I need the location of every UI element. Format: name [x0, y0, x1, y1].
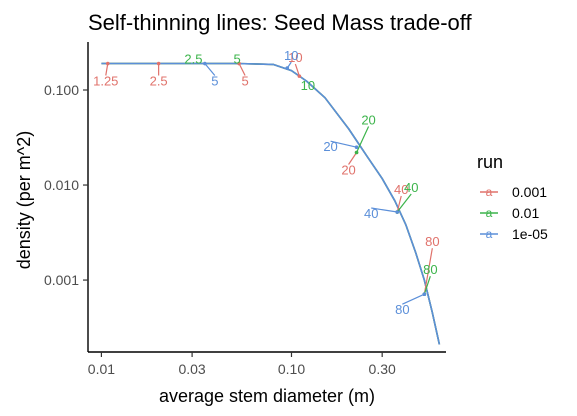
- point-label: 1.25: [93, 74, 118, 89]
- point-label: 20: [361, 112, 375, 127]
- point-label: 2.5: [150, 74, 168, 89]
- label-arrow-head: [422, 292, 427, 297]
- legend-key-glyph: a: [486, 227, 493, 241]
- plot-area: 1.25 2.5 5 10 20 40 80 2.5 5 10 20 40 80 5 10 20 40 80 0.…: [44, 42, 446, 377]
- point-label: 10: [288, 50, 302, 65]
- point-label: 5: [211, 74, 218, 89]
- label-arrow-head: [237, 61, 241, 66]
- label-arrow: [396, 193, 412, 213]
- label-arrow-head: [297, 74, 302, 78]
- label-arrow-head: [285, 66, 290, 70]
- series-layer: [101, 62, 441, 345]
- point-label: 80: [423, 262, 437, 277]
- label-arrow-head: [105, 61, 110, 66]
- label-arrow: [105, 63, 109, 76]
- label-arrow-head: [395, 210, 400, 214]
- y-tick-label: 0.100: [44, 82, 79, 98]
- point-label-layer: 1.25 2.5 5 10 20 40 80 2.5 5 10 20 40 80 5 10 20 40 80: [93, 48, 439, 317]
- y-tick-label: 0.001: [44, 272, 79, 288]
- x-tick-label: 0.01: [88, 361, 115, 377]
- point-label: 2.5: [184, 52, 202, 67]
- x-axis-title: average stem diameter (m): [159, 386, 375, 406]
- label-arrow: [356, 126, 370, 153]
- x-tick-label: 0.03: [178, 361, 205, 377]
- point-label: 10: [284, 48, 298, 63]
- label-arrow: [371, 207, 398, 213]
- label-arrow: [396, 195, 402, 213]
- point-label: 40: [404, 180, 418, 195]
- point-label: 10: [301, 78, 315, 93]
- x-tick-label: 0.30: [369, 361, 396, 377]
- x-axis-ticks: 0.01 0.03 0.10 0.30: [88, 352, 396, 377]
- label-arrow: [238, 63, 246, 76]
- label-arrow: [204, 63, 216, 76]
- label-arrow: [294, 63, 300, 77]
- y-tick-label: 0.010: [44, 177, 79, 193]
- point-label: 5: [233, 52, 240, 67]
- label-arrow: [348, 152, 358, 165]
- label-arrow: [423, 248, 433, 295]
- label-arrow-head: [354, 145, 359, 150]
- label-arrow: [402, 293, 425, 305]
- legend-key-glyph: a: [486, 185, 493, 199]
- legend: run a 0.001 a 0.01 a 1e-05: [477, 152, 548, 242]
- legend-label: 0.01: [512, 205, 539, 221]
- point-label: 20: [341, 162, 355, 177]
- point-label: 80: [425, 234, 439, 249]
- y-axis-title: density (per m^2): [14, 131, 34, 270]
- point-label: 20: [323, 139, 337, 154]
- point-label: 80: [395, 302, 409, 317]
- point-label: 5: [241, 74, 248, 89]
- label-arrow-head: [203, 61, 207, 66]
- legend-label: 1e-05: [512, 226, 548, 242]
- point-label: 40: [364, 206, 378, 221]
- label-arrow: [423, 276, 431, 295]
- y-axis-ticks: 0.100 0.010 0.001: [44, 82, 88, 288]
- chart-title: Self-thinning lines: Seed Mass trade-off: [88, 10, 472, 35]
- series-line-2: [101, 62, 441, 345]
- label-arrow: [330, 140, 357, 148]
- point-label: 40: [394, 182, 408, 197]
- legend-key-glyph: a: [486, 206, 493, 220]
- legend-label: 0.001: [512, 184, 547, 200]
- label-arrow-head: [354, 150, 359, 155]
- legend-title: run: [477, 152, 503, 172]
- x-tick-label: 0.10: [278, 361, 305, 377]
- label-arrow-head: [156, 61, 161, 66]
